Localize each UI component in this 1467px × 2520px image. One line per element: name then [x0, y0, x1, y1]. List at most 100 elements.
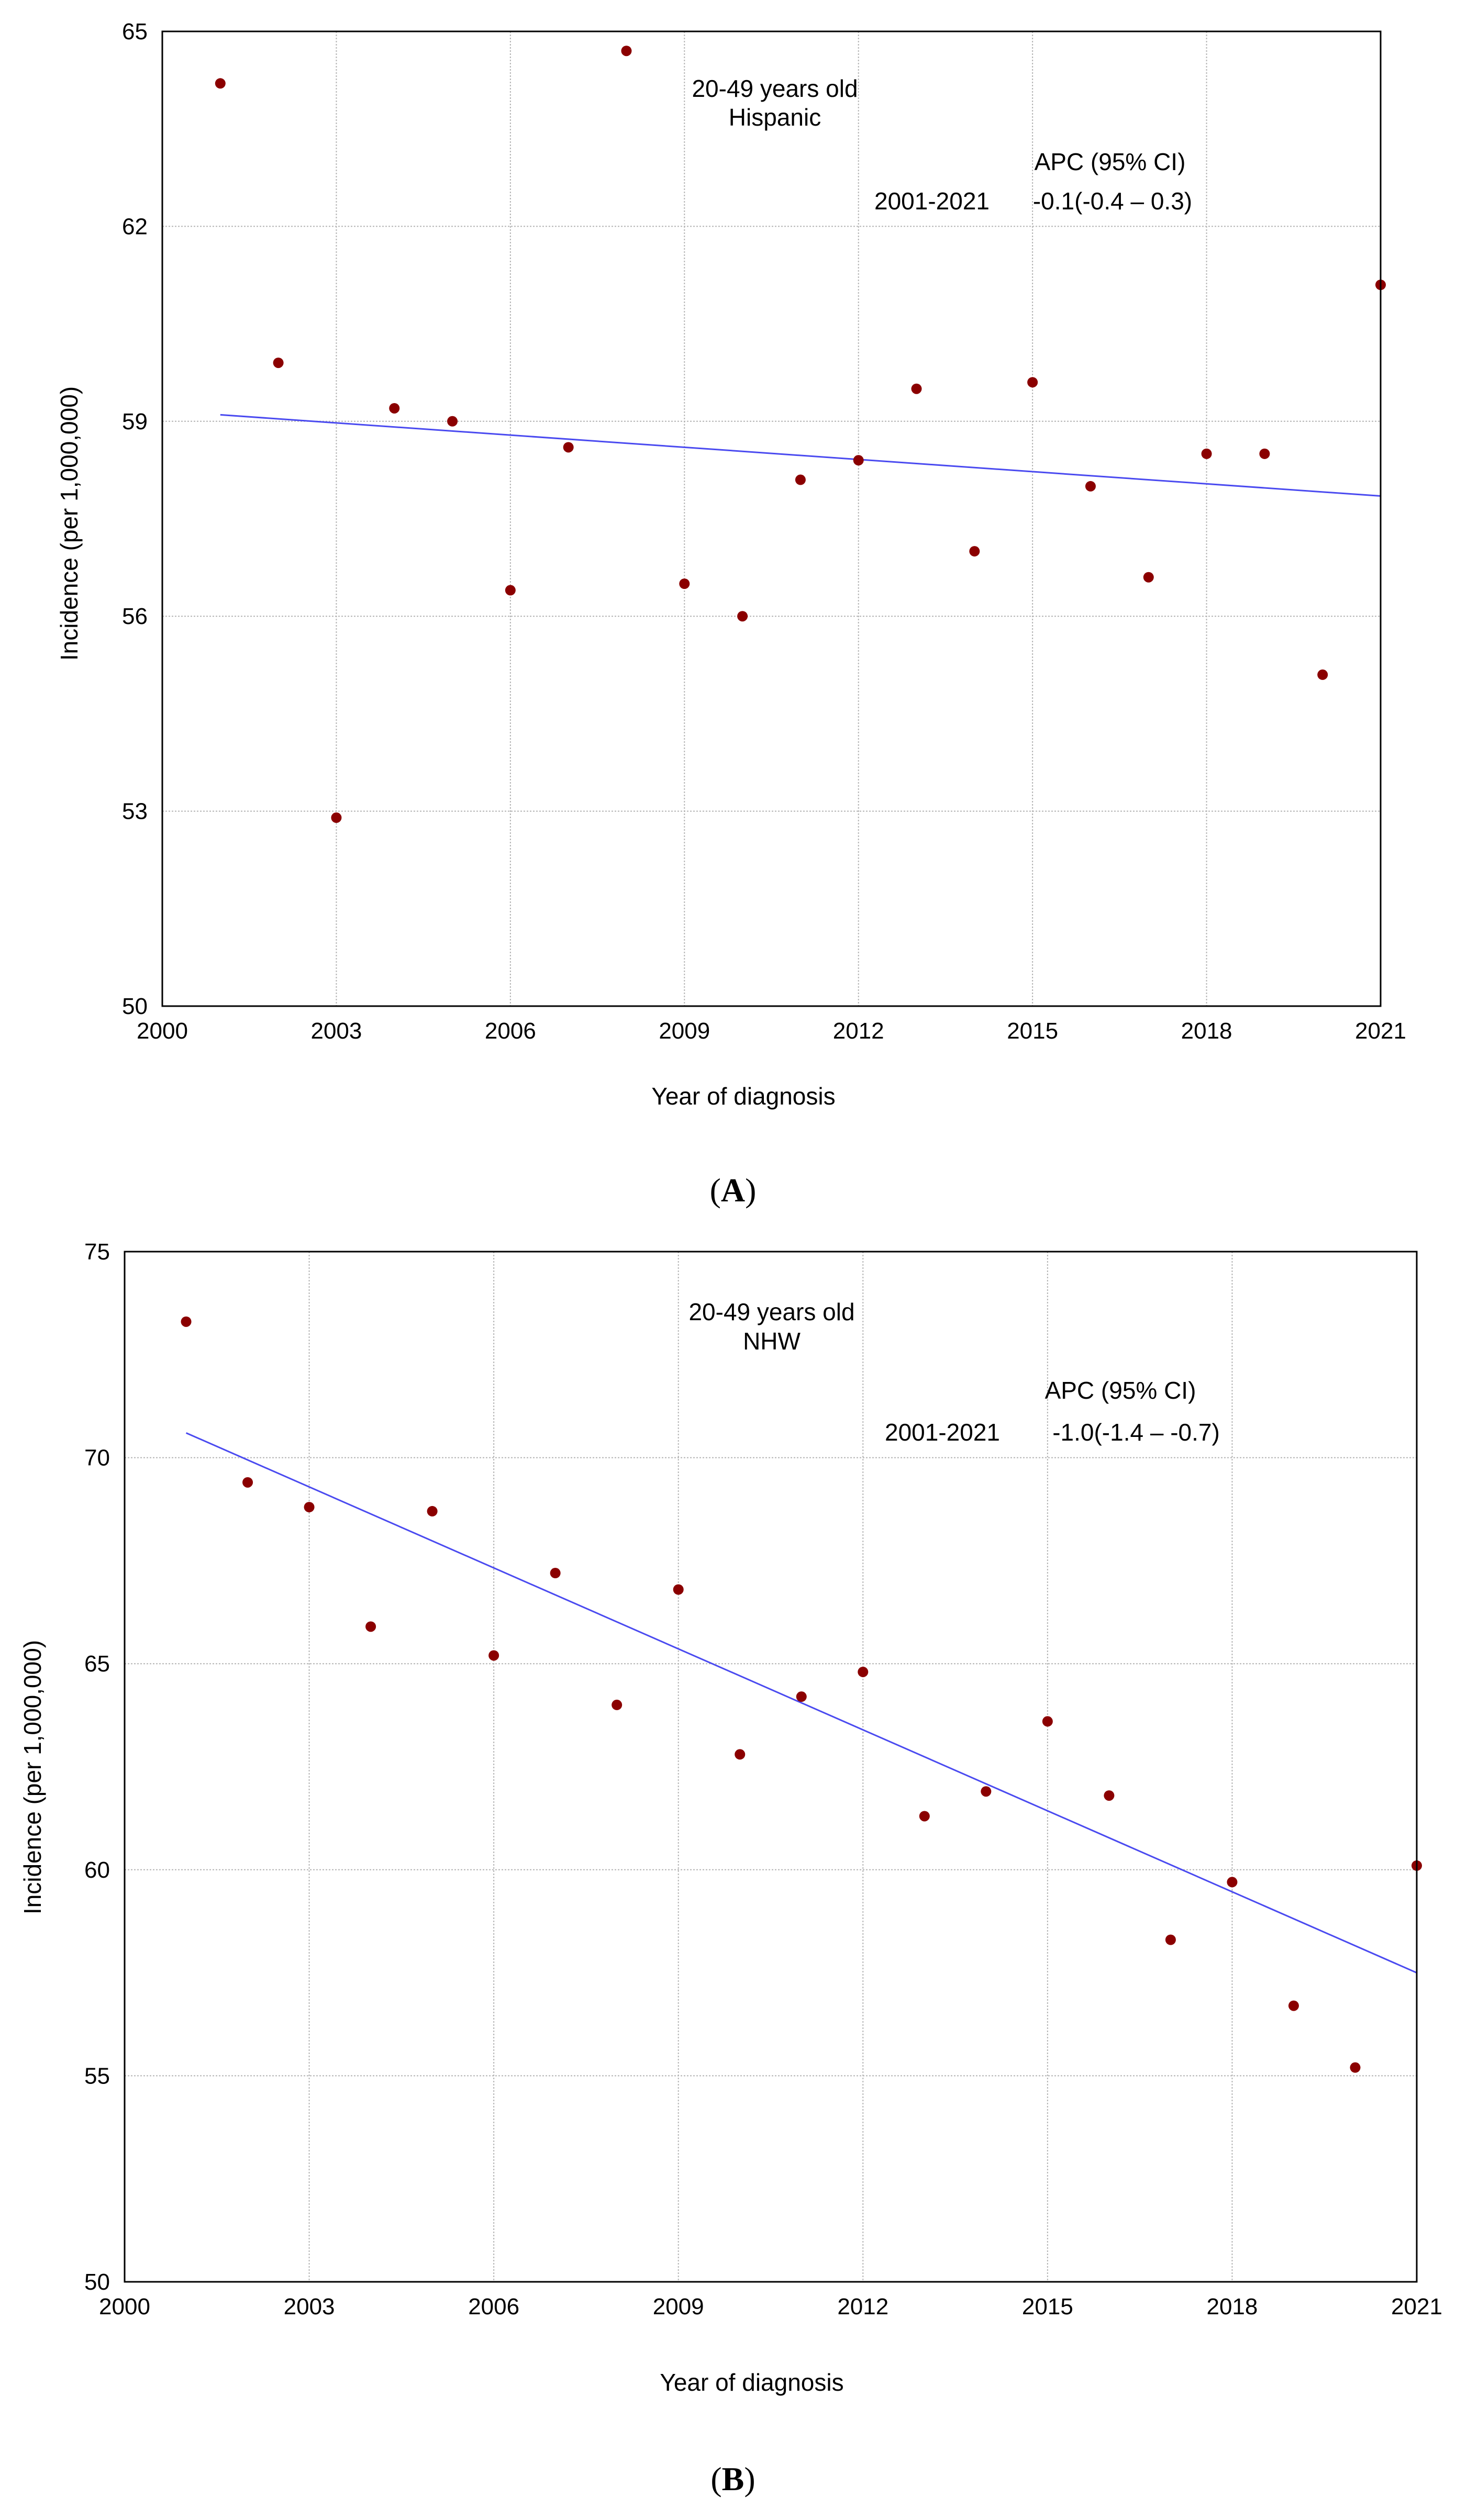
x-tick-label: 2003 — [284, 2294, 335, 2320]
panel-b-x-axis-label: Year of diagnosis — [660, 2369, 843, 2396]
data-point — [1165, 1934, 1176, 1945]
data-point — [1201, 448, 1212, 459]
data-point — [1227, 1877, 1238, 1888]
data-point — [919, 1811, 930, 1822]
x-tick-label: 2012 — [837, 2294, 888, 2320]
data-point — [331, 812, 342, 823]
data-point — [273, 358, 284, 369]
panel-a-apc-period: 2001-2021 — [874, 187, 990, 215]
data-point — [1042, 1716, 1053, 1727]
panel-a-y-axis-label: Incidence (per 1,000,000) — [55, 386, 83, 661]
panel-b-label: (B) — [710, 2460, 755, 2497]
grid-b — [125, 1252, 1417, 2282]
panel-b-apc-period: 2001-2021 — [885, 1419, 1000, 1446]
x-tick-label: 2018 — [1181, 1018, 1232, 1044]
x-tick-label: 2000 — [137, 1018, 188, 1044]
data-points-b — [181, 1316, 1422, 2073]
panel-a-title-line2: Hispanic — [729, 104, 821, 131]
x-tick-label: 2018 — [1206, 2294, 1258, 2320]
data-point — [488, 1650, 499, 1661]
panel-b: 2000 2003 2006 2009 2012 2015 2018 2021 50 55 60 65… — [19, 1239, 1442, 2497]
panel-b-apc-header: APC (95% CI) — [1045, 1377, 1196, 1404]
plot-frame-b — [124, 1251, 1418, 2283]
trend-line-b — [185, 1432, 1417, 1973]
data-point — [365, 1621, 376, 1632]
x-tick-label: 2009 — [653, 2294, 704, 2320]
panel-a-x-axis-label: Year of diagnosis — [651, 1083, 835, 1110]
y-tick-label: 65 — [122, 19, 148, 44]
x-tick-label: 2015 — [1007, 1018, 1058, 1044]
x-tick-label: 2015 — [1022, 2294, 1073, 2320]
data-point — [796, 1691, 807, 1702]
data-point — [795, 474, 806, 485]
panel-a-apc-value: -0.1(-0.4 – 0.3) — [1033, 187, 1192, 215]
y-tick-label: 53 — [122, 799, 148, 824]
data-point — [550, 1568, 561, 1579]
data-point — [1350, 2062, 1361, 2073]
x-tick-label: 2009 — [659, 1018, 710, 1044]
panel-b-y-axis-label: Incidence (per 1,000,000) — [19, 1640, 46, 1914]
data-point — [242, 1477, 253, 1488]
data-point — [427, 1506, 438, 1517]
data-point — [447, 416, 458, 427]
x-tick-label: 2006 — [468, 2294, 519, 2320]
data-point — [981, 1786, 992, 1797]
y-tick-label: 75 — [84, 1239, 110, 1265]
panel-b-title-line1: 20-49 years old — [688, 1298, 854, 1325]
panel-a-title-line1: 20-49 years old — [692, 75, 858, 102]
data-point — [1027, 377, 1038, 388]
data-point — [679, 578, 690, 589]
x-tick-label: 2003 — [310, 1018, 362, 1044]
data-point — [181, 1316, 192, 1327]
y-tick-label: 59 — [122, 409, 148, 434]
grid-a — [162, 31, 1381, 1006]
data-point — [969, 546, 980, 557]
panel-a: 2000 2003 2006 2009 2012 2015 2018 2021 50 53 56 59… — [55, 19, 1406, 1209]
panel-a-letter: A — [721, 1172, 745, 1209]
data-point — [612, 1699, 623, 1710]
data-point — [911, 383, 922, 394]
data-point — [1259, 448, 1270, 459]
data-point — [1143, 572, 1154, 583]
data-point — [505, 585, 516, 596]
x-tick-label: 2012 — [833, 1018, 884, 1044]
plot-frame-a — [161, 30, 1382, 1007]
data-point — [737, 611, 748, 622]
trend-line-a — [220, 414, 1381, 497]
y-tick-label: 50 — [122, 994, 148, 1019]
panel-a-label: (A) — [710, 1172, 757, 1209]
panel-b-title-line2: NHW — [743, 1328, 801, 1355]
data-point — [389, 403, 400, 414]
data-point — [858, 1666, 869, 1677]
data-point — [1104, 1790, 1115, 1801]
data-point — [735, 1749, 746, 1760]
tick-labels-a: 2000 2003 2006 2009 2012 2015 2018 2021 50 53 56 59… — [122, 19, 1406, 1044]
y-tick-label: 50 — [84, 2269, 110, 2295]
y-tick-label: 55 — [84, 2063, 110, 2089]
panel-b-apc-value: -1.0(-1.4 – -0.7) — [1052, 1419, 1220, 1446]
x-tick-label: 2021 — [1355, 1018, 1406, 1044]
y-tick-label: 60 — [84, 1857, 110, 1883]
data-point — [563, 442, 574, 453]
data-point — [1085, 481, 1096, 492]
data-point — [853, 455, 864, 466]
x-tick-label: 2021 — [1391, 2294, 1442, 2320]
x-tick-label: 2000 — [99, 2294, 150, 2320]
y-tick-label: 65 — [84, 1651, 110, 1677]
data-point — [1317, 669, 1328, 680]
y-tick-label: 56 — [122, 604, 148, 629]
panel-a-apc-header: APC (95% CI) — [1035, 148, 1186, 175]
data-point — [1288, 2000, 1299, 2011]
panel-b-letter: B — [722, 2460, 744, 2497]
y-tick-label: 62 — [122, 214, 148, 239]
y-tick-label: 70 — [84, 1445, 110, 1471]
data-point — [304, 1502, 315, 1513]
data-point — [621, 46, 632, 57]
tick-labels-b: 2000 2003 2006 2009 2012 2015 2018 2021 50 55 60 65… — [84, 1239, 1442, 2320]
data-point — [673, 1584, 684, 1595]
data-point — [215, 78, 226, 89]
x-tick-label: 2006 — [485, 1018, 536, 1044]
